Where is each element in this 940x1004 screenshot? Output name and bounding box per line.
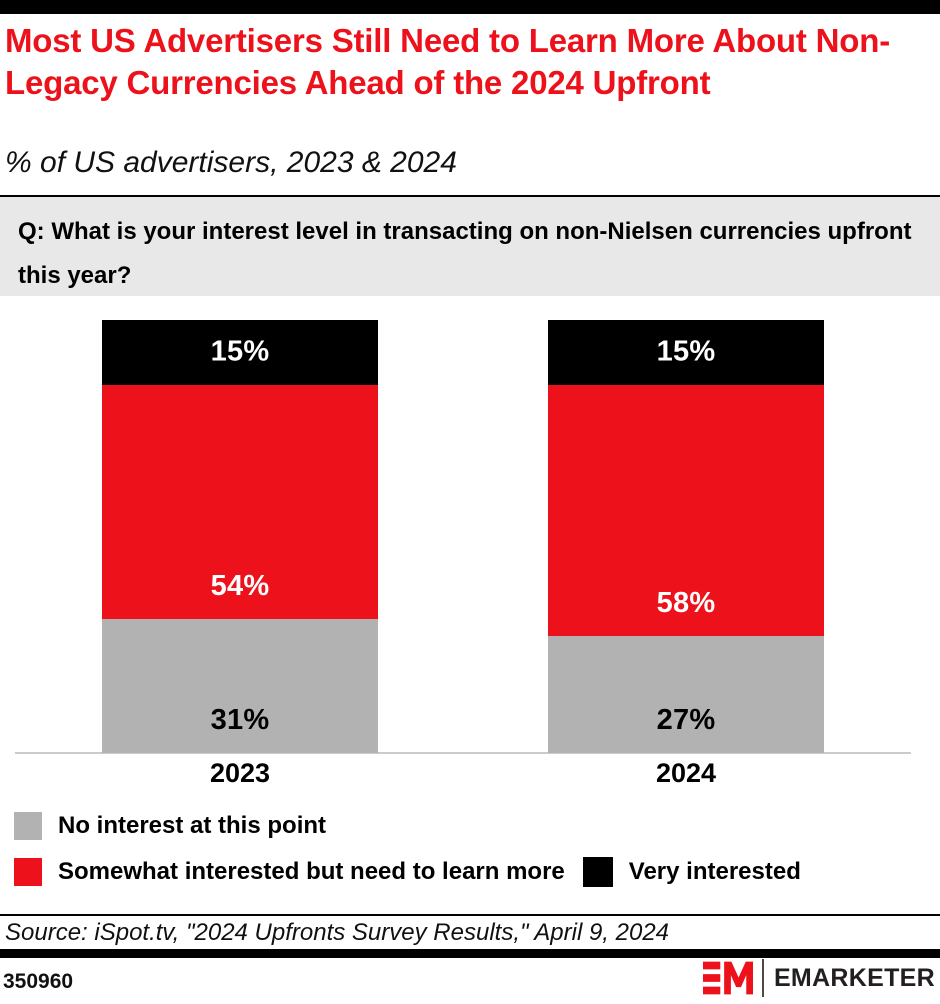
brand-wordmark: EMARKETER: [773, 963, 935, 992]
legend-label-no-interest: No interest at this point: [58, 812, 327, 839]
bar-value-label: 27%: [656, 704, 716, 736]
source-citation: Source: iSpot.tv, "2024 Upfronts Survey …: [5, 919, 670, 946]
divider-line: [0, 195, 940, 197]
brand-divider: [761, 959, 764, 997]
divider-line: [0, 914, 940, 916]
bar-value-label: 54%: [210, 569, 270, 602]
bar-value-label: 58%: [656, 587, 716, 620]
emarketer-logo-icon: [702, 961, 753, 995]
thick-black-bar: [0, 949, 940, 958]
survey-question-text: Q: What is your interest level in transa…: [18, 218, 912, 289]
bar-segment-2023: 31%: [102, 618, 378, 753]
x-axis-line: [15, 752, 911, 754]
legend-label-somewhat-interested: Somewhat interested but need to learn mo…: [58, 858, 565, 885]
legend-label-very-interested: Very interested: [628, 858, 801, 885]
bar-segment-2024: 27%: [548, 636, 824, 753]
x-tick-2023: 2023: [209, 758, 271, 788]
brand-lockup: EMARKETER: [702, 956, 935, 1000]
bar-value-label: 15%: [656, 335, 716, 368]
chart-subtitle: % of US advertisers, 2023 & 2024: [5, 146, 457, 179]
survey-question-box: Q: What is your interest level in transa…: [0, 197, 940, 296]
bar-segment-2023: 15%: [102, 320, 378, 385]
bar-value-label: 31%: [210, 704, 270, 736]
x-tick-2024: 2024: [655, 758, 717, 788]
bar-segment-2023: 54%: [102, 384, 378, 619]
bar-2023: 31% 54% 15%: [102, 320, 378, 753]
page-title: Most US Advertisers Still Need to Learn …: [5, 22, 890, 101]
bar-segment-2024: 58%: [548, 384, 824, 637]
legend-row: No interest at this point: [14, 812, 926, 840]
legend-swatch-very-interested: [582, 857, 613, 887]
bar-2024: 27% 58% 15%: [548, 320, 824, 753]
legend-swatch-no-interest: [14, 812, 42, 840]
plot-area: 31% 54% 15% 27% 58% 15%: [0, 320, 940, 754]
legend: No interest at this point Somewhat inter…: [14, 812, 926, 904]
chart-id-number: 350960: [3, 970, 74, 993]
top-black-bar: [0, 0, 940, 14]
legend-row: Somewhat interested but need to learn mo…: [14, 857, 926, 887]
bar-value-label: 15%: [210, 335, 270, 368]
legend-swatch-somewhat-interested: [14, 858, 42, 886]
bar-segment-2024: 15%: [548, 320, 824, 385]
